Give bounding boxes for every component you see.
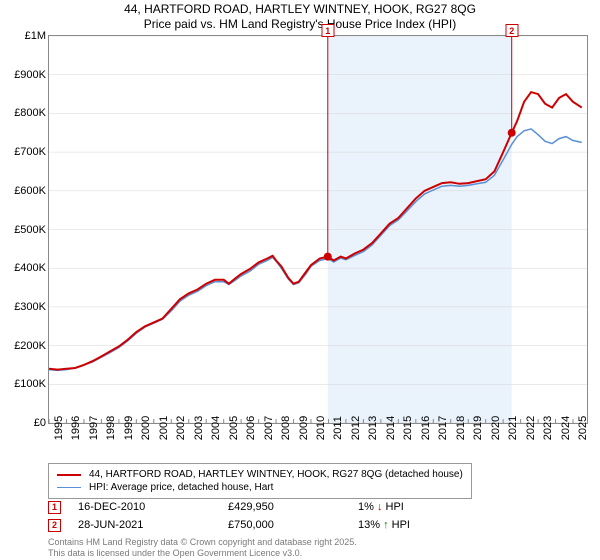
x-tick-label: 2015 bbox=[402, 416, 414, 440]
sale-pct-value: 1% bbox=[358, 501, 374, 513]
x-tick-label: 2009 bbox=[298, 416, 310, 440]
sale-price: £750,000 bbox=[228, 519, 358, 531]
sale-price: £429,950 bbox=[228, 501, 358, 513]
x-tick-label: 2003 bbox=[193, 416, 205, 440]
y-tick-label: £500K bbox=[14, 224, 46, 236]
y-tick-label: £400K bbox=[14, 262, 46, 274]
sale-pct: 1% ↓ HPI bbox=[358, 501, 478, 513]
legend-swatch-hpi bbox=[57, 487, 81, 488]
legend-label: HPI: Average price, detached house, Hart bbox=[89, 481, 273, 494]
chart-sale-marker: 2 bbox=[505, 24, 518, 37]
x-tick-label: 2014 bbox=[385, 416, 397, 440]
chart-sale-marker: 1 bbox=[321, 24, 334, 37]
sale-date: 16-DEC-2010 bbox=[78, 501, 228, 513]
y-tick-label: £0 bbox=[34, 417, 46, 429]
y-tick-label: £600K bbox=[14, 185, 46, 197]
x-tick-label: 2017 bbox=[437, 416, 449, 440]
x-tick-label: 2016 bbox=[420, 416, 432, 440]
legend-swatch-property bbox=[57, 474, 81, 476]
sale-row: 1 16-DEC-2010 £429,950 1% ↓ HPI bbox=[48, 498, 478, 516]
y-tick-label: £800K bbox=[14, 107, 46, 119]
x-tick-label: 2000 bbox=[140, 416, 152, 440]
x-tick-label: 2004 bbox=[210, 416, 222, 440]
y-tick-label: £200K bbox=[14, 340, 46, 352]
x-tick-label: 2012 bbox=[350, 416, 362, 440]
chart-root: 44, HARTFORD ROAD, HARTLEY WINTNEY, HOOK… bbox=[0, 0, 600, 560]
sale-pct-suffix: HPI bbox=[392, 519, 410, 531]
x-tick-label: 2024 bbox=[560, 416, 572, 440]
x-tick-label: 2002 bbox=[175, 416, 187, 440]
plot-area bbox=[48, 35, 588, 424]
sale-row: 2 28-JUN-2021 £750,000 13% ↑ HPI bbox=[48, 516, 478, 534]
x-tick-label: 2008 bbox=[280, 416, 292, 440]
title-line1: 44, HARTFORD ROAD, HARTLEY WINTNEY, HOOK… bbox=[0, 2, 600, 17]
x-tick-label: 2021 bbox=[507, 416, 519, 440]
x-tick-label: 2007 bbox=[263, 416, 275, 440]
copyright-footer: Contains HM Land Registry data © Crown c… bbox=[48, 537, 357, 559]
x-tick-label: 1999 bbox=[123, 416, 135, 440]
x-tick-label: 2019 bbox=[472, 416, 484, 440]
legend-row: 44, HARTFORD ROAD, HARTLEY WINTNEY, HOOK… bbox=[57, 468, 463, 481]
x-tick-label: 2001 bbox=[158, 416, 170, 440]
y-tick-label: £1M bbox=[25, 30, 46, 42]
sale-pct-suffix: HPI bbox=[386, 501, 404, 513]
x-tick-label: 2010 bbox=[315, 416, 327, 440]
legend-label: 44, HARTFORD ROAD, HARTLEY WINTNEY, HOOK… bbox=[89, 468, 463, 481]
x-tick-label: 2013 bbox=[367, 416, 379, 440]
sale-pct-value: 13% bbox=[358, 519, 380, 531]
sales-table: 1 16-DEC-2010 £429,950 1% ↓ HPI 2 28-JUN… bbox=[48, 498, 478, 534]
x-tick-label: 1997 bbox=[88, 416, 100, 440]
footer-line1: Contains HM Land Registry data © Crown c… bbox=[48, 537, 357, 548]
sale-marker-badge: 2 bbox=[48, 519, 61, 532]
sale-date: 28-JUN-2021 bbox=[78, 519, 228, 531]
x-tick-label: 1998 bbox=[105, 416, 117, 440]
legend-row: HPI: Average price, detached house, Hart bbox=[57, 481, 463, 494]
x-tick-label: 2011 bbox=[332, 416, 344, 440]
footer-line2: This data is licensed under the Open Gov… bbox=[48, 548, 357, 559]
x-tick-label: 2025 bbox=[577, 416, 589, 440]
sale-pct: 13% ↑ HPI bbox=[358, 519, 478, 531]
arrow-down-icon: ↓ bbox=[377, 501, 383, 513]
y-tick-label: £300K bbox=[14, 301, 46, 313]
y-tick-label: £700K bbox=[14, 146, 46, 158]
y-tick-label: £100K bbox=[14, 378, 46, 390]
x-tick-label: 1995 bbox=[53, 416, 65, 440]
x-tick-label: 2023 bbox=[542, 416, 554, 440]
chart-canvas bbox=[49, 36, 587, 423]
x-tick-label: 2018 bbox=[455, 416, 467, 440]
y-tick-label: £900K bbox=[14, 69, 46, 81]
x-tick-label: 2020 bbox=[490, 416, 502, 440]
legend: 44, HARTFORD ROAD, HARTLEY WINTNEY, HOOK… bbox=[48, 463, 472, 499]
sale-marker-badge: 1 bbox=[48, 501, 61, 514]
x-tick-label: 2006 bbox=[245, 416, 257, 440]
x-tick-label: 2022 bbox=[525, 416, 537, 440]
arrow-up-icon: ↑ bbox=[383, 519, 389, 531]
x-tick-label: 1996 bbox=[70, 416, 82, 440]
x-tick-label: 2005 bbox=[228, 416, 240, 440]
